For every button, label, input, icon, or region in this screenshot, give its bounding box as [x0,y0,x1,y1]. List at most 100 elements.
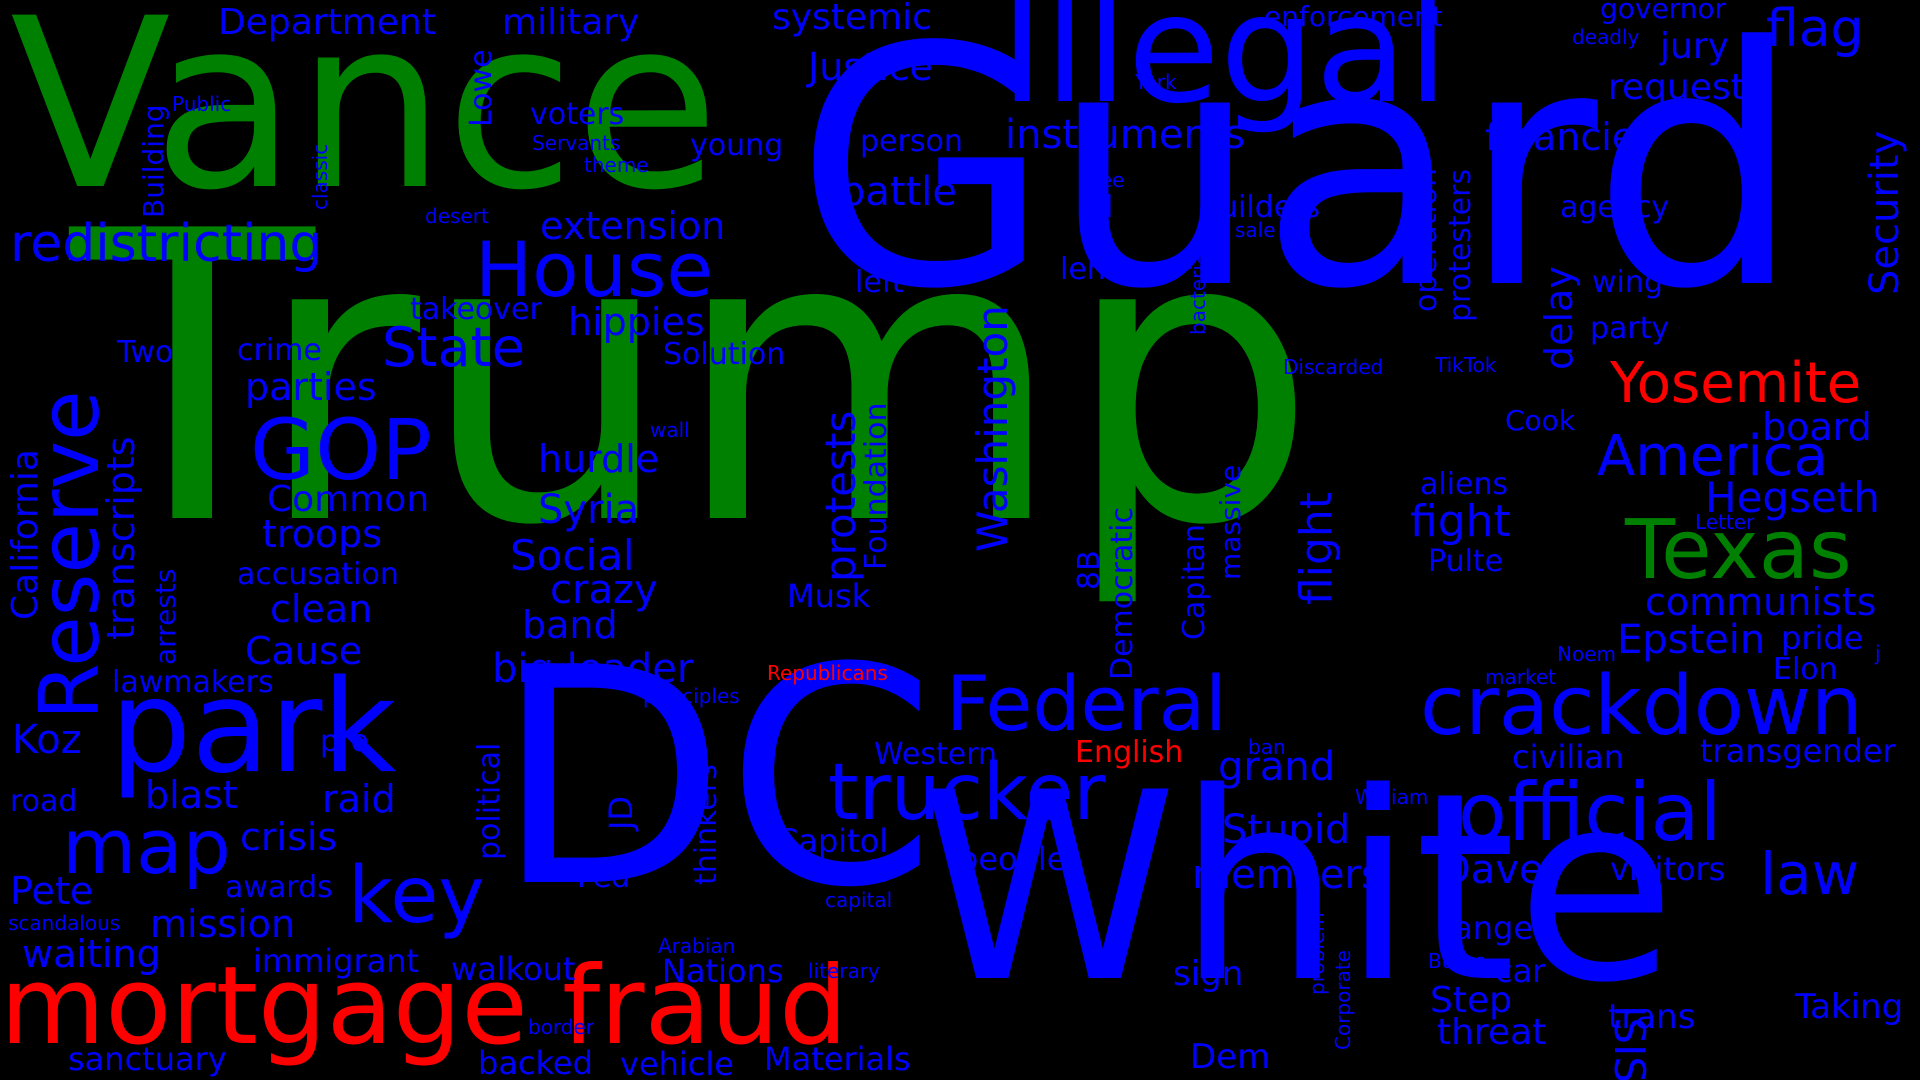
word-bacteria: bacteria [1186,252,1210,335]
word-taking: Taking [1795,987,1904,1027]
word-capital: capital [825,888,893,912]
word-pro: pro [320,724,370,759]
word-dave: Dave [1440,847,1544,893]
word-operation: operation [1409,167,1444,312]
word-border: border [528,1015,595,1039]
word-extension: extension [540,204,726,248]
word-parties: parties [245,365,377,409]
word-fight: fight [1410,496,1511,547]
word-stupid: Stupid [1222,807,1351,853]
word-tiktok: TikTok [1435,353,1497,377]
word-political: political [472,742,507,860]
word-visitors: visitors [1610,850,1726,888]
word-sale: sale [1235,218,1276,242]
word-cash: cash [818,855,888,890]
word-walkout: walkout [451,950,576,988]
word-yosemite: Yosemite [1610,351,1862,416]
word-social: Social [510,531,635,580]
word-foundation: Foundation [859,402,894,570]
word-key: key [348,851,485,941]
word-problem: problem [1305,912,1329,995]
word-burns: Burns [1428,949,1486,973]
word-redistricting: redistricting [10,214,323,274]
word-map: map [62,802,231,891]
word-big-leader: big leader [492,646,694,692]
word-pulte: Pulte [1428,544,1504,579]
word-elon: Elon [1773,652,1838,687]
word-builders: builders [1200,190,1321,225]
word-hegseth: Hegseth [1705,473,1880,522]
word-blast: blast [145,773,238,817]
word-western: Western [874,737,998,772]
word-crisis: crisis [240,815,338,859]
word-law: law [1760,840,1860,908]
word-building: Building [137,104,170,218]
word-clean: clean [270,587,373,631]
word-voters: voters [530,97,625,132]
word-guard: Guard [795,0,1802,361]
word-crackdown: crackdown [1420,659,1863,754]
word-battle: battle [840,169,957,215]
word-house: House [475,225,714,314]
word-gop: GOP [250,401,432,499]
word-democratic: Democratic [1105,507,1140,680]
word-protesters: protesters [1443,168,1478,322]
word-lawmakers: lawmakers [112,665,274,700]
word-literary: literary [808,959,880,983]
word-flag: flag [1766,0,1864,59]
word-civilian: civilian [1512,738,1624,776]
word-lowe: Lowe [464,49,499,127]
word-transgender: transgender [1700,732,1896,770]
word-english: English [1075,735,1184,770]
word-solution: Solution [663,337,786,372]
word-awards: awards [225,870,333,905]
word-america: America [1597,424,1828,489]
word-york: York [1135,70,1177,94]
word-8b: 8B [1072,550,1107,590]
word-members: members [1192,852,1382,898]
word-texas: Texas [1625,503,1852,598]
word-vehicle: vehicle [620,1045,734,1080]
word-backed: backed [478,1044,593,1080]
word-left: left [855,265,904,300]
word-noem: Noem [1557,642,1616,666]
word-systemic: systemic [772,0,932,38]
word-common: Common [267,479,430,520]
word-hippies: hippies [568,300,705,344]
word-republicans: Republicans [767,661,888,685]
word-agency: agency [1560,190,1670,225]
word-mission: mission [150,902,296,946]
word-thinkers: thinkers [689,764,724,885]
word-official: official [1458,766,1722,859]
word-desert: desert [425,204,489,228]
word-board: board [1762,405,1872,449]
word-instruments: instruments [1005,112,1246,158]
word-governor: governor [1600,0,1727,25]
word-park: park [110,653,397,802]
word-band: band [522,603,618,647]
word-aliens: aliens [1420,467,1509,502]
word-party: party [1590,311,1670,346]
word-materials: Materials [764,1040,911,1078]
word-massive: massive [1214,464,1247,580]
word-arrests: arrests [149,568,182,665]
word-wall: wall [650,418,690,442]
word-principles: principles [643,684,740,708]
word-two: Two [117,335,174,370]
word-people: people [958,840,1067,878]
word-federal: Federal [946,659,1227,748]
word-william: William [1355,785,1429,809]
word-wing: wing [1592,265,1663,300]
word-young: young [690,128,784,163]
word-financier: financier [1485,115,1651,159]
word-discarded: Discarded [1283,355,1384,379]
word-epstein: Epstein [1617,617,1766,663]
word-military: military [502,2,640,43]
word-communists: communists [1645,580,1877,624]
word-koz: Koz [12,717,82,763]
word-trucker: trucker [828,748,1106,838]
word-mortgage-fraud: mortgage fraud [0,944,848,1069]
word-capitol: Capitol [776,822,889,860]
word-ranger: ranger [1440,909,1547,947]
